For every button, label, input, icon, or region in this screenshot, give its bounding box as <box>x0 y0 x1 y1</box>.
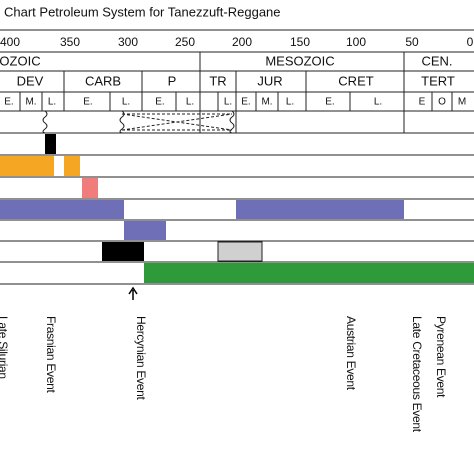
epoch: L. <box>48 97 56 108</box>
time-tick: 400 <box>0 35 20 49</box>
event-label: Pyrenean Event <box>434 316 448 398</box>
era: MESOZOIC <box>265 53 334 68</box>
title: Chart Petroleum System for Tanezzuft-Reg… <box>4 4 281 19</box>
event-label: Late Cretaceous Event <box>410 316 424 433</box>
epoch: E <box>419 97 426 108</box>
epoch: M. <box>25 97 36 108</box>
time-tick: 50 <box>405 35 419 49</box>
epoch: E. <box>325 97 334 108</box>
bars <box>0 134 474 283</box>
period: TERT <box>421 73 455 88</box>
event-label: Austrian Event <box>344 316 358 391</box>
epoch: L. <box>122 97 130 108</box>
period: P <box>168 73 177 88</box>
period: TR <box>209 73 226 88</box>
time-tick: 200 <box>232 35 252 49</box>
event-label: Frasnian Event <box>44 316 58 393</box>
period: JUR <box>257 73 282 88</box>
period: CARB <box>85 73 121 88</box>
period: DEV <box>17 73 44 88</box>
time-tick: 150 <box>290 35 310 49</box>
time-tick: 0 <box>467 35 474 49</box>
epoch: L. <box>186 97 194 108</box>
epoch: E. <box>4 97 13 108</box>
time-tick: 100 <box>346 35 366 49</box>
labels: 400 350 300 250 200 150 100 50 0 OZOIC MESOZOIC CEN… <box>0 35 474 433</box>
time-tick: 300 <box>118 35 138 49</box>
event-label: Hercynian Event <box>134 316 148 401</box>
time-tick: 250 <box>175 35 195 49</box>
era: CEN. <box>421 53 452 68</box>
period: CRET <box>338 73 373 88</box>
era: OZOIC <box>0 53 41 68</box>
epoch: E. <box>155 97 164 108</box>
epoch: M. <box>261 97 272 108</box>
epoch: M <box>458 97 466 108</box>
epoch: L. <box>374 97 382 108</box>
epoch: E. <box>83 97 92 108</box>
event-arrow <box>128 286 138 300</box>
time-tick: 350 <box>60 35 80 49</box>
event-label: Late Silurian <box>0 316 10 379</box>
epoch: O <box>438 97 446 108</box>
grid <box>0 29 474 285</box>
epoch: E. <box>241 97 250 108</box>
epoch: L. <box>224 97 232 108</box>
epoch: L. <box>286 97 294 108</box>
